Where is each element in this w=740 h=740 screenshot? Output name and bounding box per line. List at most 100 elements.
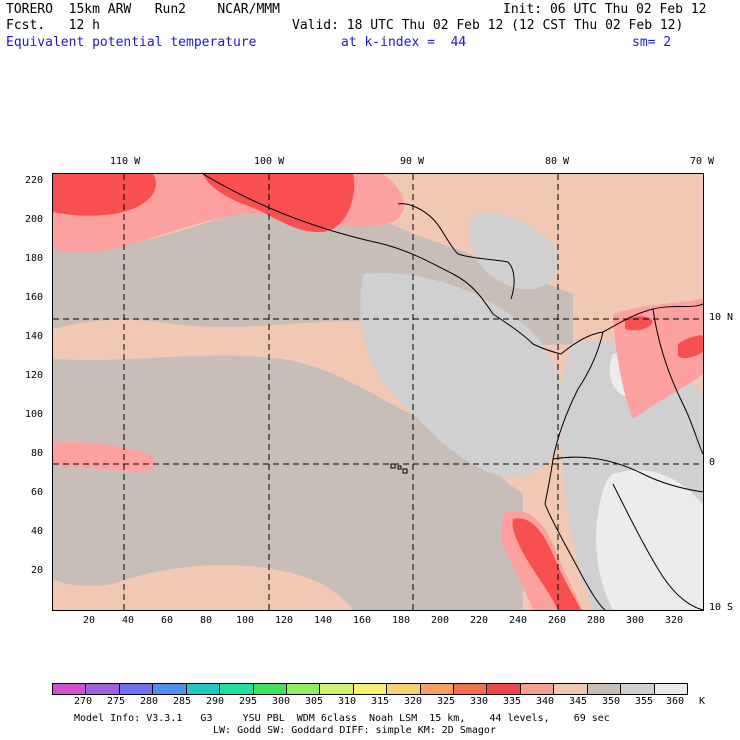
colorbar-unit: K [699,696,706,707]
lon-label: 100 W [254,156,285,167]
lat-label: 0 [709,457,716,468]
field-355-region-1 [360,273,564,477]
colorbar-swatch [487,684,521,694]
header-run-info: TORERO 15km ARW Run2 NCAR/MMM [6,2,280,17]
map-svg [53,174,703,610]
colorbar-swatch [253,684,287,694]
smoothing-label: sm= 2 [632,35,672,50]
colorbar-swatch [86,684,120,694]
y-tick-label: 20 [31,565,44,576]
x-tick-label: 280 [587,615,606,626]
colorbar-swatch [353,684,388,694]
field-335-mexico [203,174,355,233]
field-335-nw [53,174,157,216]
colorbar-label: 325 [437,696,456,707]
colorbar-swatch [520,684,555,694]
field-340-west-mid [53,441,156,473]
colorbar-label: 360 [666,696,685,707]
colorbar-label: 350 [602,696,621,707]
y-tick-label: 100 [25,409,44,420]
y-tick-label: 220 [25,175,44,186]
colorbar-swatch [320,684,354,694]
model-info: Model Info: V3.3.1 G3 YSU PBL WDM 6class… [74,713,610,724]
field-360-region [596,470,703,610]
colorbar-swatch [654,684,688,694]
x-tick-label: 60 [161,615,174,626]
colorbar-label: 330 [470,696,489,707]
x-tick-label: 80 [200,615,213,626]
border-colombia-ecuador [552,456,703,493]
x-tick-label: 240 [509,615,528,626]
colorbar-label: 290 [206,696,225,707]
colorbar-label: 310 [338,696,357,707]
colorbar-swatch [53,684,87,694]
theta-e-map [52,173,704,611]
field-350-band-mid2 [53,474,271,547]
colorbar-swatch [420,684,455,694]
colorbar-swatch [186,684,221,694]
x-tick-label: 300 [626,615,645,626]
x-tick-label: 140 [314,615,333,626]
x-tick-label: 320 [665,615,684,626]
coastline-layer [202,174,703,610]
coastline-yucatan-caribbean [397,203,515,300]
header-valid-time: Valid: 18 UTC Thu 02 Feb 12 (12 CST Thu … [292,18,684,33]
colorbar-swatch [153,684,187,694]
colorbar-swatch [621,684,655,694]
lon-label: 90 W [400,156,425,167]
colorbar-label: 305 [305,696,324,707]
field-355-region-2 [469,213,558,290]
field-level: at k-index = 44 [341,35,467,50]
colorbar-label: 300 [272,696,291,707]
colorbar-label: 280 [140,696,159,707]
colorbar-swatch [454,684,488,694]
x-tick-label: 220 [470,615,489,626]
lon-label: 80 W [545,156,570,167]
colorbar-swatch [587,684,622,694]
x-tick-label: 200 [431,615,450,626]
colorbar-label: 270 [74,696,93,707]
y-tick-label: 200 [25,214,44,225]
colorbar-label: 315 [371,696,390,707]
y-tick-label: 40 [31,526,44,537]
colorbar-swatch [220,684,254,694]
lat-label: 10 S [709,602,734,613]
y-tick-label: 140 [25,331,44,342]
colorbar-label: 295 [239,696,258,707]
y-tick-label: 60 [31,487,44,498]
field-335-ne [678,335,703,359]
field-title: Equivalent potential temperature [6,35,257,50]
y-tick-label: 180 [25,253,44,264]
y-tick-label: 160 [25,292,44,303]
x-tick-label: 260 [548,615,567,626]
field-335-peru [512,518,581,610]
colorbar-label: 285 [173,696,192,707]
x-tick-label: 180 [392,615,411,626]
colorbar [52,683,688,695]
colorbar-label: 275 [107,696,126,707]
border-peru [612,483,703,610]
colorbar-label: 345 [569,696,588,707]
x-tick-label: 100 [236,615,255,626]
colorbar-swatch [387,684,421,694]
field-350-band-mid [53,355,523,610]
coastline-mexico-central-america [202,174,562,355]
lon-label: 70 W [690,156,715,167]
field-335-venezuela [625,316,653,331]
x-tick-label: 160 [353,615,372,626]
colorbar-label: 320 [404,696,423,707]
colorbar-label: 340 [536,696,555,707]
x-tick-label: 20 [83,615,96,626]
lat-label: 10 N [709,312,734,323]
lon-label: 110 W [110,156,141,167]
colorbar-label: 335 [503,696,522,707]
colorbar-swatch [554,684,588,694]
x-tick-label: 40 [122,615,135,626]
colorbar-swatch [286,684,321,694]
header-forecast-hour: Fcst. 12 h [6,18,100,33]
y-tick-label: 80 [31,448,44,459]
graticule [53,174,703,610]
header-init-time: Init: 06 UTC Thu 02 Feb 12 [503,2,707,17]
y-tick-label: 120 [25,370,44,381]
coastline-south-america-west [544,331,606,610]
